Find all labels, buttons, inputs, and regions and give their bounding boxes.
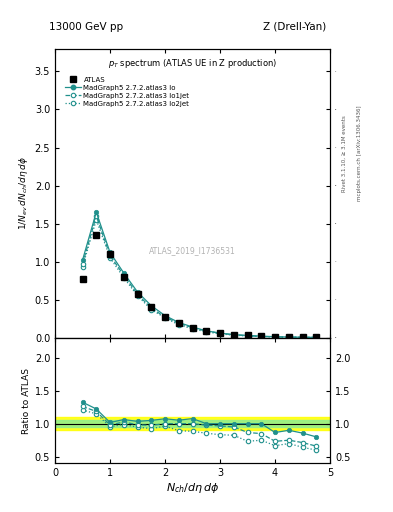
Y-axis label: $1/N_{ev}\,dN_{ch}/d\eta\,d\phi$: $1/N_{ev}\,dN_{ch}/d\eta\,d\phi$ (18, 156, 31, 230)
Text: Z (Drell-Yan): Z (Drell-Yan) (263, 22, 326, 32)
Text: $p_T$ spectrum (ATLAS UE in Z production): $p_T$ spectrum (ATLAS UE in Z production… (108, 57, 277, 70)
Legend: ATLAS, MadGraph5 2.7.2.atlas3 lo, MadGraph5 2.7.2.atlas3 lo1jet, MadGraph5 2.7.2: ATLAS, MadGraph5 2.7.2.atlas3 lo, MadGra… (64, 75, 191, 108)
Text: mcplots.cern.ch [arXiv:1306.3436]: mcplots.cern.ch [arXiv:1306.3436] (357, 106, 362, 201)
Y-axis label: Ratio to ATLAS: Ratio to ATLAS (22, 368, 31, 434)
Text: ATLAS_2019_I1736531: ATLAS_2019_I1736531 (149, 246, 236, 255)
X-axis label: $N_{ch}/d\eta\,d\phi$: $N_{ch}/d\eta\,d\phi$ (166, 481, 219, 495)
Text: Rivet 3.1.10, ≥ 3.1M events: Rivet 3.1.10, ≥ 3.1M events (342, 115, 346, 192)
Text: 13000 GeV pp: 13000 GeV pp (50, 22, 123, 32)
